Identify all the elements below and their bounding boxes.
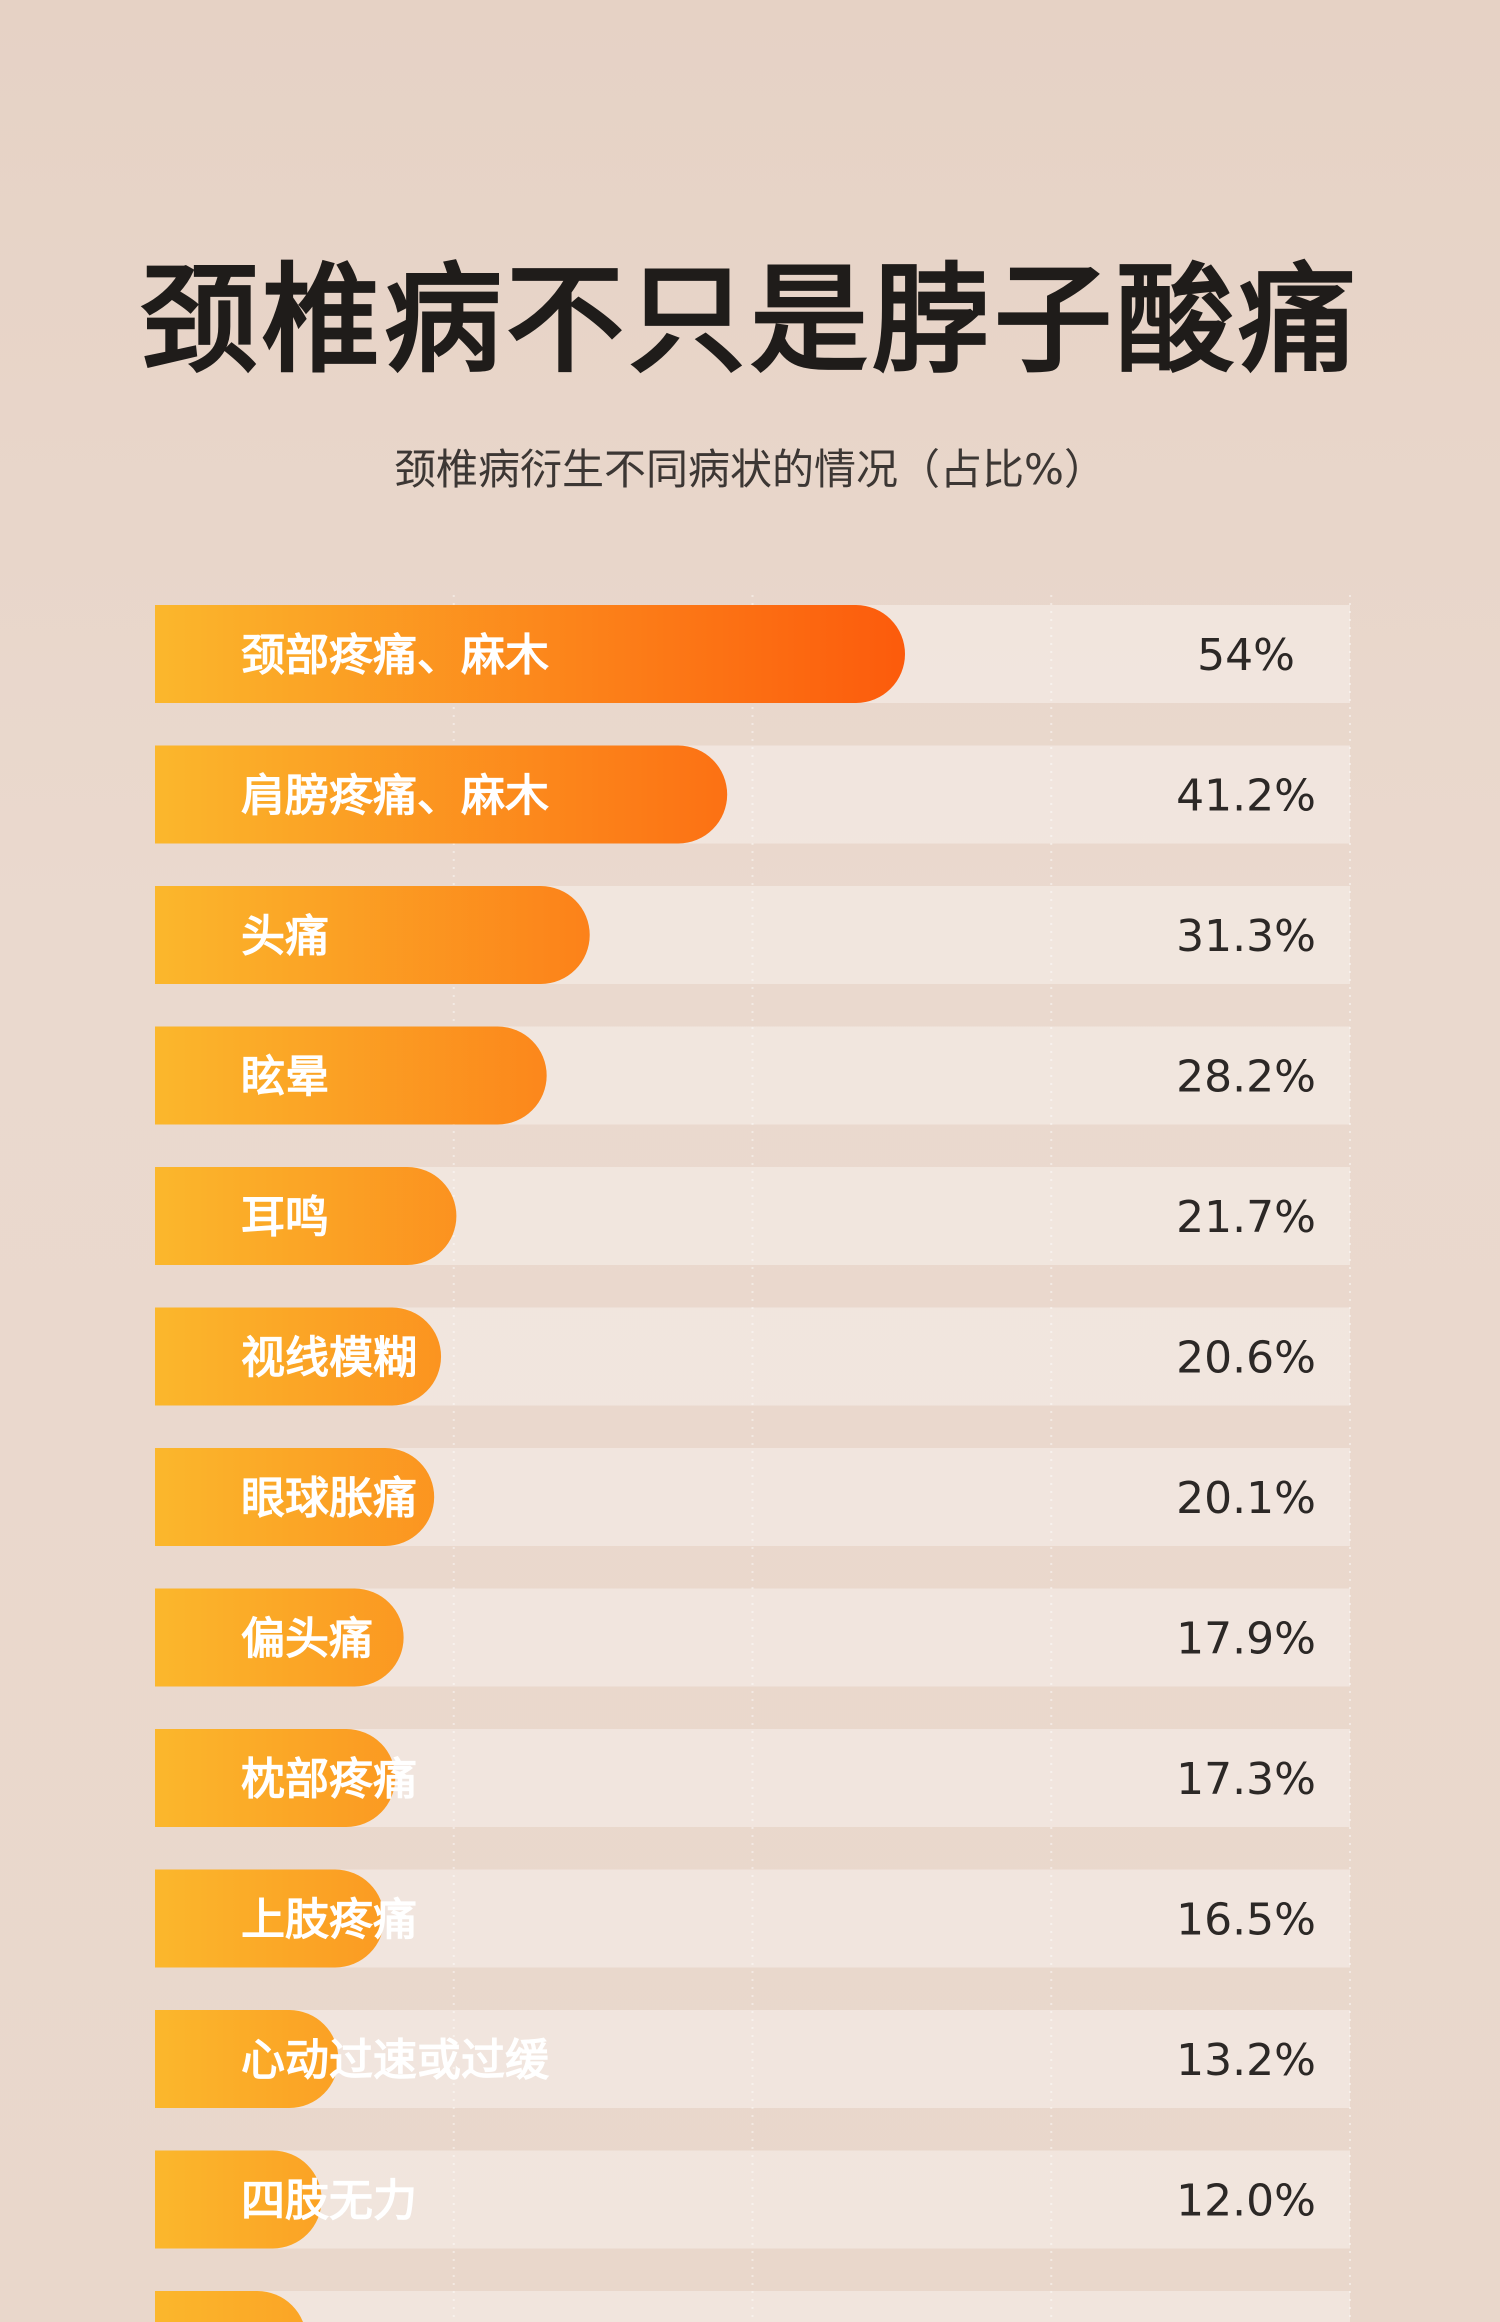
- bar: [155, 1588, 404, 1687]
- bar-category-label: 心动过速或过缓: [241, 2035, 550, 2086]
- bar-value-label: 20.1%: [1176, 1473, 1316, 1524]
- bar: [155, 745, 728, 844]
- bar: [155, 2150, 322, 2249]
- bar-category-label: 眼球胀痛: [241, 1473, 417, 1524]
- bar: [155, 1307, 442, 1406]
- bar-value-label: 20.6%: [1176, 1333, 1316, 1384]
- bar-category-label: 肩膀疼痛、麻木: [241, 771, 549, 822]
- bar-track: [155, 2291, 1350, 2322]
- bar: [155, 1167, 457, 1265]
- bar-category-label: 偏头痛: [241, 1614, 373, 1665]
- bar-value-label: 31.3%: [1176, 911, 1316, 962]
- bar-value-label: 12.0%: [1176, 2176, 1316, 2227]
- bar-category-label: 视线模糊: [241, 1333, 417, 1384]
- bar: [155, 1869, 385, 1968]
- bar-track: [155, 2150, 1350, 2249]
- bar: [155, 2291, 303, 2322]
- bar-value-label: 17.3%: [1176, 1754, 1316, 1805]
- bar: [155, 605, 905, 703]
- bar-category-label: 颈部疼痛、麻木: [241, 630, 549, 681]
- page-title: 颈椎病不只是脖子酸痛: [139, 251, 1360, 389]
- bar-category-label: 头痛: [241, 911, 329, 962]
- bar-value-label: 28.2%: [1176, 1052, 1316, 1103]
- bar-category-label: 上肢疼痛: [241, 1895, 417, 1946]
- bar: [155, 2010, 339, 2108]
- bar-value-label: 41.2%: [1176, 771, 1316, 822]
- bar-category-label: 耳鸣: [241, 1192, 329, 1243]
- bar-track: [155, 2010, 1350, 2108]
- bar: [155, 1448, 435, 1546]
- bar-value-label: 13.2%: [1176, 2035, 1316, 2086]
- bar: [155, 1729, 396, 1827]
- bar-value-label: 17.9%: [1176, 1614, 1316, 1665]
- bar-category-label: 四肢无力: [241, 2176, 417, 2227]
- bar: [155, 886, 590, 984]
- bar: [155, 1026, 547, 1125]
- bar-value-label: 21.7%: [1176, 1192, 1316, 1243]
- bar-value-label: 16.5%: [1176, 1895, 1316, 1946]
- bar-category-label: 眩晕: [241, 1052, 329, 1103]
- bar-value-label: 54%: [1197, 630, 1295, 681]
- page-subtitle: 颈椎病衍生不同病状的情况（占比%）: [394, 445, 1106, 494]
- bar-category-label: 枕部疼痛: [241, 1754, 417, 1805]
